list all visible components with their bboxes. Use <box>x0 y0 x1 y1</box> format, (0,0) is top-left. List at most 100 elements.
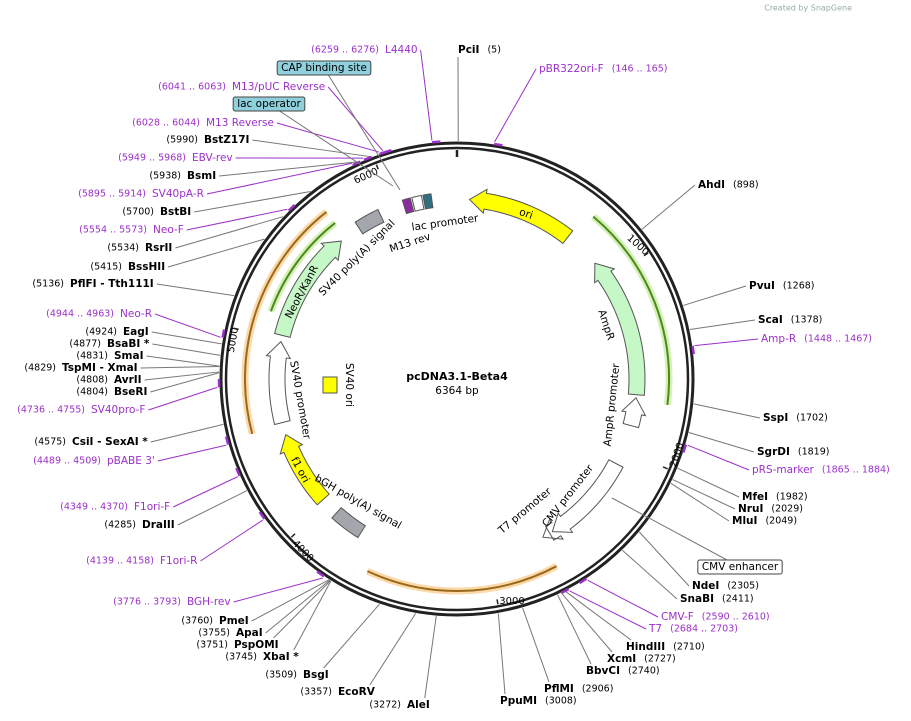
site-name: BsmI <box>187 170 216 182</box>
site-leader <box>670 482 730 522</box>
feature-shape <box>542 518 564 541</box>
site-leader <box>497 613 506 695</box>
boxed-frame <box>232 96 306 112</box>
map-size: 6364 bp <box>435 385 479 397</box>
primer-name: F1ori-R <box>160 555 197 567</box>
site-position: (2710) <box>673 642 705 653</box>
primer-mark <box>691 345 695 355</box>
feature-label: AmpR <box>595 308 616 342</box>
site-position: (5938) <box>149 171 181 182</box>
site-name: EcoRV <box>338 686 376 698</box>
feature-label: SV40 ori <box>343 363 355 407</box>
primer-position: (5949 .. 5968) <box>118 153 186 164</box>
site-position: (5534) <box>107 243 139 254</box>
site-position: (2305) <box>727 581 759 592</box>
primer-position: (4736 .. 4755) <box>17 405 85 416</box>
labels: PciI (5) AhdI (898) PvuI (1268) ScaI (1378) SspI… <box>17 44 890 711</box>
site-position: (4831) <box>76 351 108 362</box>
primer-mark <box>494 142 503 147</box>
site-position: (898) <box>733 180 759 191</box>
feature-shape <box>468 188 574 245</box>
boxed-leader <box>611 497 741 568</box>
site-leader <box>151 331 222 345</box>
site-name: PflMI <box>544 683 574 695</box>
primer-leader <box>233 577 323 603</box>
site-position: (2411) <box>722 594 754 605</box>
backbone-outer <box>219 141 695 617</box>
site-position: (5136) <box>32 279 64 290</box>
site-leader <box>560 592 613 653</box>
site-name: BsgI <box>303 669 329 681</box>
site-name: XbaI * <box>263 651 299 663</box>
feature-label: lac promoter <box>411 212 480 233</box>
primer-position: (4944 .. 4963) <box>46 309 114 320</box>
primer-leader <box>694 338 759 347</box>
site-position: (1819) <box>798 447 830 458</box>
feature-label: M13 rev <box>388 231 432 256</box>
site-position: (2906) <box>582 684 614 695</box>
feature-shape <box>401 197 415 215</box>
feature-label: SV40 promoter <box>287 360 313 441</box>
primer-mark <box>682 444 687 453</box>
primer-name: SV40pA-R <box>152 188 204 200</box>
site-leader <box>564 590 632 641</box>
site-leader <box>693 403 761 419</box>
primer-name: Amp-R <box>761 333 796 345</box>
site-name: EagI <box>123 326 149 338</box>
primer-leader <box>206 162 352 195</box>
orf-line <box>592 215 670 405</box>
site-name: BbvCI <box>586 665 620 677</box>
primer-leader <box>173 476 238 508</box>
feature-shape <box>273 240 342 338</box>
site-leader <box>177 490 248 526</box>
site-name: AleI <box>407 699 430 711</box>
primer-position: (6041 .. 6063) <box>158 82 226 93</box>
primer-mark <box>221 329 226 338</box>
site-position: (2740) <box>628 666 660 677</box>
backbone-inner <box>224 146 690 612</box>
primer-mark <box>258 511 266 520</box>
site-leader <box>689 319 756 331</box>
site-name: ApaI <box>236 627 263 639</box>
site-name: AvrII <box>114 374 142 386</box>
site-position: (5) <box>487 45 500 56</box>
site-name: SmaI <box>114 350 144 362</box>
primer-name: Neo-R <box>120 308 152 320</box>
primer-position: (5895 .. 5914) <box>78 189 146 200</box>
site-leader <box>252 139 372 158</box>
site-leader <box>156 283 235 297</box>
primer-name: Neo-F <box>153 224 184 236</box>
boxed-frame <box>276 60 372 76</box>
site-position: (5700) <box>122 207 154 218</box>
site-position: (1378) <box>791 315 823 326</box>
feature-label: ori <box>518 206 535 222</box>
ruler-tick <box>662 466 668 470</box>
boxed-label: CAP binding site <box>281 62 367 74</box>
site-name: MluI <box>732 515 757 527</box>
map-name: pcDNA3.1-Beta4 <box>406 370 508 383</box>
site-leader <box>688 432 755 453</box>
feature-shape <box>265 340 292 426</box>
ruler-label: 6000 <box>352 166 380 186</box>
site-name: BsaBI * <box>107 338 150 350</box>
primer-name: pBABE 3' <box>107 455 155 467</box>
site-leader <box>621 549 678 600</box>
site-name: BstZ17I <box>204 134 249 146</box>
feature-shape <box>551 459 624 533</box>
ruler-label: 2000 <box>668 441 686 469</box>
primer-mark <box>379 150 388 156</box>
site-position: (1268) <box>783 281 815 292</box>
primer-name: M13 Reverse <box>206 117 274 129</box>
site-name: RsrII <box>145 242 172 254</box>
primer-name: F1ori-F <box>134 501 170 513</box>
primer-leader <box>157 444 227 462</box>
feature-shape <box>279 433 330 506</box>
site-position: (4829) <box>24 363 56 374</box>
primer-leader <box>587 579 659 618</box>
site-leader <box>219 161 361 177</box>
site-leader <box>323 603 380 669</box>
site-leader <box>424 616 437 699</box>
primer-mark <box>224 436 230 445</box>
